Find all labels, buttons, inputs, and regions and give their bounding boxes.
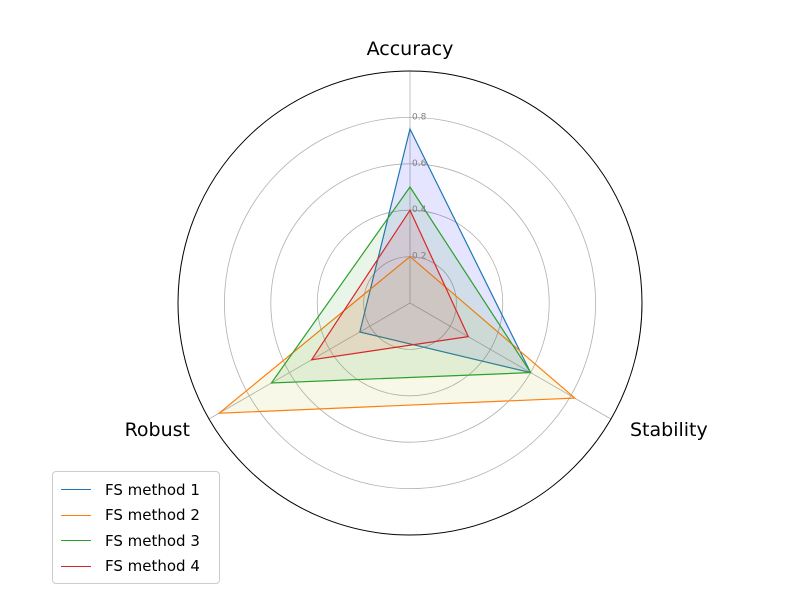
legend-label-1: FS method 1: [105, 480, 200, 499]
legend-swatch-4: [61, 565, 91, 567]
legend-item-1: FS method 1: [61, 477, 211, 503]
legend-label-3: FS method 3: [105, 531, 200, 550]
legend-item-4: FS method 4: [61, 554, 211, 580]
legend-item-2: FS method 2: [61, 503, 211, 529]
legend-swatch-1: [61, 489, 91, 491]
axis-label-robust: Robust: [125, 419, 190, 441]
polar-frame: [177, 70, 643, 536]
r-tick-label-1: 0.2: [412, 252, 426, 262]
spoke-2: [409, 302, 612, 420]
r-tick-label-3: 0.6: [412, 159, 427, 169]
radar-series: [217, 127, 577, 414]
r-tick-label-2: 0.4: [412, 205, 427, 215]
legend-label-4: FS method 4: [105, 557, 200, 576]
spoke-3: [208, 302, 411, 420]
legend-swatch-3: [61, 540, 91, 542]
series-line-3: [270, 185, 532, 384]
series-line-2: [217, 255, 577, 414]
series-fill-3: [271, 187, 531, 383]
axis-label-accuracy: Accuracy: [367, 38, 454, 60]
radar-labels: 0.2 0.4 0.6 0.8 Accuracy Stability Robust: [125, 38, 708, 441]
legend: FS method 1 FS method 2 FS method 3 FS m…: [52, 471, 220, 584]
series-fill-4: [311, 210, 469, 360]
legend-item-3: FS method 3: [61, 528, 211, 554]
legend-label-2: FS method 2: [105, 506, 200, 525]
series-line-1: [359, 127, 532, 374]
axis-label-stability: Stability: [630, 419, 708, 441]
legend-swatch-2: [61, 514, 91, 516]
r-tick-label-4: 0.8: [412, 112, 427, 122]
series-line-4: [310, 208, 470, 361]
series-fill-1: [359, 129, 531, 373]
